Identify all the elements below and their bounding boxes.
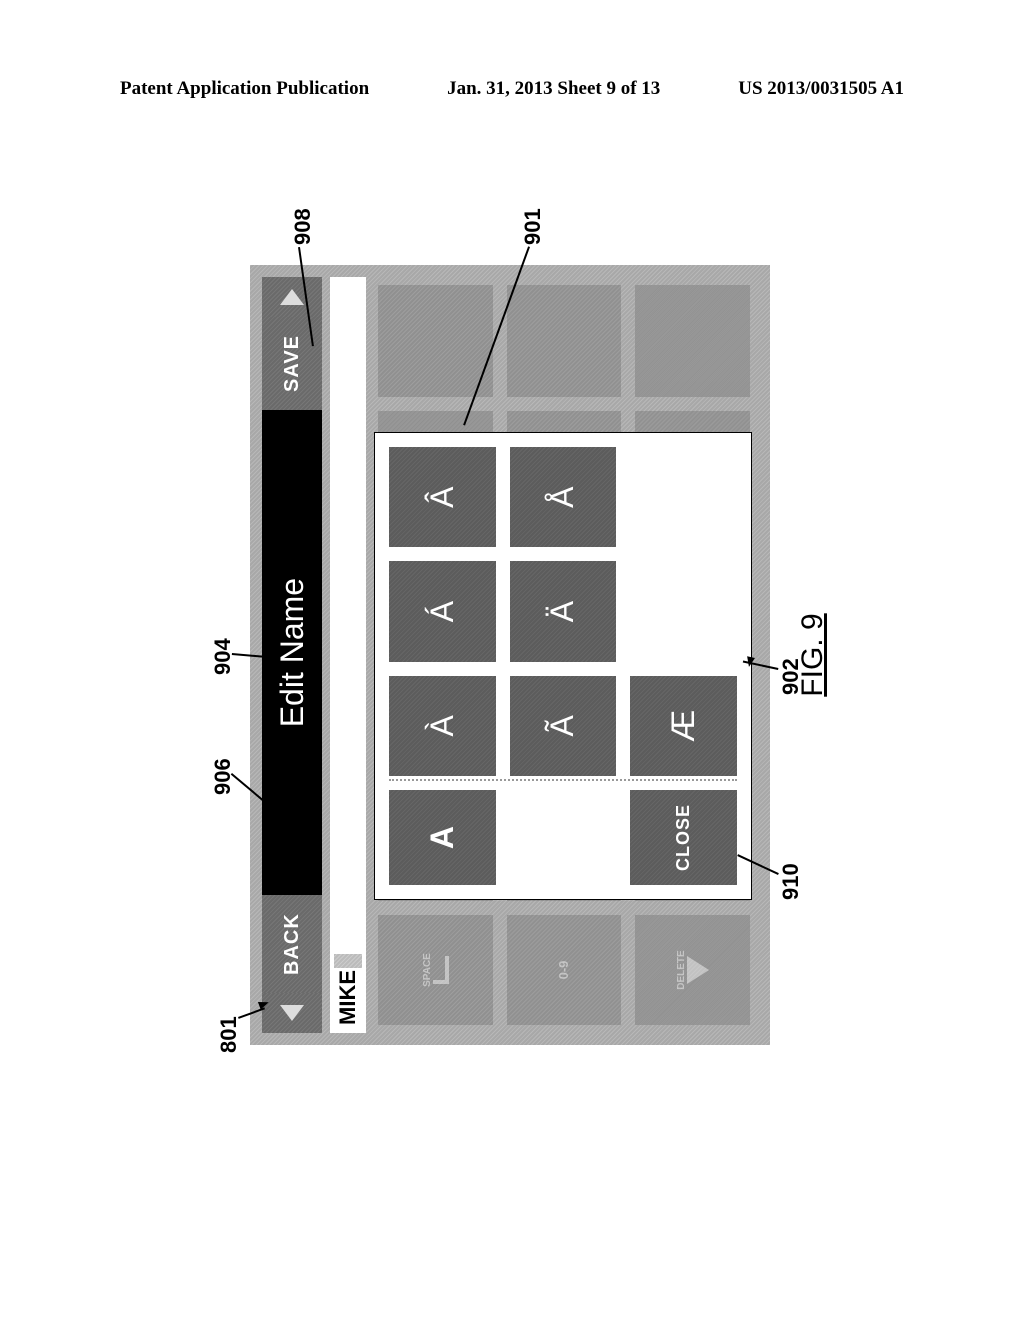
header-right: US 2013/0031505 A1	[738, 78, 904, 100]
bg-key[interactable]	[635, 285, 750, 397]
popup-key-a-grave[interactable]: À	[389, 676, 496, 776]
next-arrow-button[interactable]	[262, 277, 322, 317]
page-header: Patent Application Publication Jan. 31, …	[0, 78, 1024, 100]
callout-904: 904	[210, 638, 236, 675]
save-button[interactable]: SAVE	[262, 317, 322, 410]
header-left: Patent Application Publication	[120, 78, 369, 100]
popup-key-a-tilde[interactable]: Ã	[510, 676, 617, 776]
popup-key-a-circumflex[interactable]: Â	[389, 447, 496, 547]
bg-key[interactable]	[507, 285, 622, 397]
figure-container: BACK Edit Name SAVE MIKE SPACE	[150, 175, 870, 1135]
popup-key-a-acute[interactable]: Á	[389, 561, 496, 661]
prev-arrow-button[interactable]	[262, 993, 322, 1033]
popup-key-a-ring[interactable]: Å	[510, 447, 617, 547]
text-cursor	[334, 954, 362, 968]
bg-key-space[interactable]: SPACE	[378, 915, 493, 1025]
name-input[interactable]: MIKE	[330, 277, 366, 1033]
bg-key-numbers[interactable]: 0-9	[507, 915, 622, 1025]
popup-key-a-diaeresis[interactable]: Ä	[510, 561, 617, 661]
accent-popup: A À Á Â Ã Ä Å CLOSE Æ	[374, 432, 752, 900]
bg-key[interactable]	[378, 285, 493, 397]
popup-key-ae[interactable]: Æ	[630, 676, 737, 776]
callout-906: 906	[210, 758, 236, 795]
header-center: Jan. 31, 2013 Sheet 9 of 13	[447, 78, 660, 100]
popup-key-base[interactable]: A	[389, 790, 496, 885]
callout-908: 908	[290, 208, 316, 245]
figure-label: FIG. 9	[796, 265, 830, 1045]
title-bar: BACK Edit Name SAVE	[262, 277, 322, 1033]
rotated-screen: BACK Edit Name SAVE MIKE SPACE	[250, 265, 770, 1045]
popup-empty	[630, 561, 737, 661]
name-input-value: MIKE	[335, 970, 361, 1025]
bg-key-delete[interactable]: DELETE	[635, 915, 750, 1025]
back-button[interactable]: BACK	[262, 895, 322, 993]
popup-divider	[389, 779, 737, 781]
chevron-left-icon	[280, 1005, 304, 1021]
callout-901: 901	[520, 208, 546, 245]
device-screen: BACK Edit Name SAVE MIKE SPACE	[250, 265, 770, 1045]
chevron-right-icon	[280, 289, 304, 305]
popup-close-button[interactable]: CLOSE	[630, 790, 737, 885]
callout-801: 801	[216, 1016, 242, 1053]
enter-icon	[433, 956, 449, 984]
popup-empty	[510, 790, 617, 885]
down-arrow-icon	[687, 956, 709, 984]
popup-empty	[630, 447, 737, 547]
